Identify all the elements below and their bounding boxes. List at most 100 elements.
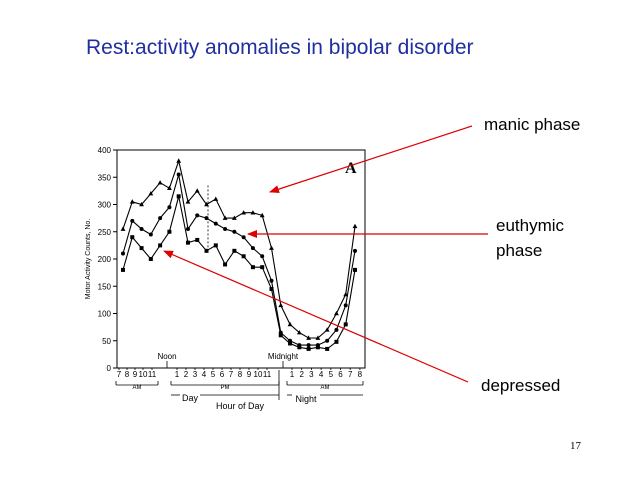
series-line-circle bbox=[122, 174, 356, 346]
data-point-circle bbox=[241, 235, 246, 240]
y-tick-label: 200 bbox=[98, 255, 112, 264]
x-tick-label: 7 bbox=[229, 370, 234, 379]
data-point-circle bbox=[148, 232, 153, 237]
data-point-square bbox=[185, 240, 190, 245]
data-point-square bbox=[195, 237, 200, 242]
data-point-triangle bbox=[213, 196, 219, 201]
data-point-triangle bbox=[167, 185, 172, 190]
x-tick-label: 11 bbox=[263, 370, 272, 379]
data-point-triangle bbox=[352, 223, 358, 229]
callout-euthymic: euthymic phase bbox=[496, 213, 564, 263]
x-tick-label: 8 bbox=[358, 370, 363, 379]
x-tick-label: 8 bbox=[125, 370, 130, 379]
data-point-triangle bbox=[176, 158, 182, 163]
data-point-square bbox=[306, 346, 311, 351]
data-point-triangle bbox=[148, 191, 154, 196]
x-tick-label: 10 bbox=[139, 370, 148, 379]
data-point-square bbox=[139, 246, 144, 251]
bracket-am-night-label: AM bbox=[321, 385, 330, 391]
data-point-square bbox=[130, 235, 135, 240]
data-point-square bbox=[223, 262, 228, 267]
y-tick-label: 350 bbox=[98, 173, 112, 182]
data-point-square bbox=[167, 229, 172, 234]
data-point-triangle bbox=[241, 210, 247, 215]
data-point-circle bbox=[167, 205, 172, 210]
data-point-square bbox=[121, 267, 125, 272]
x-tick-label: 2 bbox=[184, 370, 189, 379]
data-point-circle bbox=[334, 327, 339, 332]
data-point-triangle bbox=[324, 327, 330, 332]
y-tick-label: 250 bbox=[98, 228, 112, 237]
bracket-pm-label: PM bbox=[221, 385, 230, 391]
data-point-circle bbox=[176, 172, 181, 177]
x-tick-label: 7 bbox=[348, 370, 353, 379]
x-tick-label: 7 bbox=[117, 370, 122, 379]
x-tick-label: 6 bbox=[338, 370, 343, 379]
data-point-circle bbox=[306, 343, 311, 348]
plot-frame bbox=[116, 149, 366, 369]
data-point-square bbox=[353, 267, 357, 272]
data-point-triangle bbox=[287, 321, 293, 327]
data-point-circle bbox=[158, 216, 163, 221]
depressed-arrow bbox=[163, 250, 469, 383]
x-tick-label: 2 bbox=[299, 370, 304, 379]
page-number: 17 bbox=[570, 440, 581, 452]
data-point-triangle bbox=[129, 199, 135, 204]
data-point-square bbox=[204, 248, 209, 253]
callout-euthymic-line2: phase bbox=[496, 241, 543, 260]
data-point-square bbox=[250, 265, 255, 270]
data-point-triangle bbox=[222, 215, 228, 220]
x-tick-label: 3 bbox=[309, 370, 314, 379]
callout-depressed: depressed bbox=[481, 376, 561, 395]
data-point-triangle bbox=[296, 329, 302, 335]
bracket-am-morning-label: AM bbox=[133, 385, 142, 391]
y-tick-label: 300 bbox=[98, 201, 112, 210]
data-point-square bbox=[260, 265, 265, 270]
callout-manic: manic phase bbox=[484, 115, 581, 134]
data-point-circle bbox=[213, 221, 218, 226]
data-point-square bbox=[158, 243, 163, 248]
panel-label: A bbox=[345, 160, 357, 177]
data-point-circle bbox=[269, 278, 274, 283]
x-tick-label: 1 bbox=[290, 370, 295, 379]
data-point-circle bbox=[204, 216, 209, 221]
manic-arrow bbox=[269, 125, 473, 194]
data-point-triangle bbox=[259, 212, 265, 218]
data-point-circle bbox=[195, 213, 200, 218]
data-point-circle bbox=[343, 303, 348, 308]
data-point-circle bbox=[353, 248, 357, 253]
callout-euthymic-line1: euthymic bbox=[496, 216, 565, 235]
x-tick-label: 8 bbox=[238, 370, 243, 379]
data-point-square bbox=[269, 286, 274, 291]
x-tick-label: 4 bbox=[202, 370, 207, 379]
y-tick-label: 150 bbox=[98, 282, 112, 291]
y-tick-label: 400 bbox=[98, 146, 112, 155]
data-point-square bbox=[176, 194, 181, 199]
data-point-triangle bbox=[278, 302, 284, 308]
y-tick-label: 100 bbox=[98, 310, 112, 319]
data-point-square bbox=[343, 322, 348, 327]
x-tick-label: 3 bbox=[193, 370, 198, 379]
x-tick-label: 9 bbox=[247, 370, 252, 379]
y-tick-label: 50 bbox=[102, 337, 111, 346]
x-tick-label: 5 bbox=[211, 370, 216, 379]
data-point-circle bbox=[232, 229, 237, 234]
data-point-square bbox=[232, 248, 237, 253]
data-point-circle bbox=[260, 254, 265, 259]
data-point-circle bbox=[223, 227, 228, 232]
y-tick-label: 0 bbox=[107, 364, 112, 373]
data-point-triangle bbox=[194, 188, 200, 193]
data-point-triangle bbox=[204, 201, 209, 207]
data-point-circle bbox=[185, 227, 190, 232]
data-point-triangle bbox=[334, 310, 339, 316]
x-tick-label: 6 bbox=[220, 370, 225, 379]
data-point-circle bbox=[121, 251, 125, 256]
data-point-square bbox=[241, 254, 246, 259]
data-point-square bbox=[213, 243, 218, 248]
series-line-square bbox=[122, 196, 356, 350]
data-point-square bbox=[278, 333, 283, 338]
data-point-square bbox=[334, 339, 339, 344]
data-point-square bbox=[297, 345, 302, 350]
data-point-square bbox=[148, 257, 153, 261]
